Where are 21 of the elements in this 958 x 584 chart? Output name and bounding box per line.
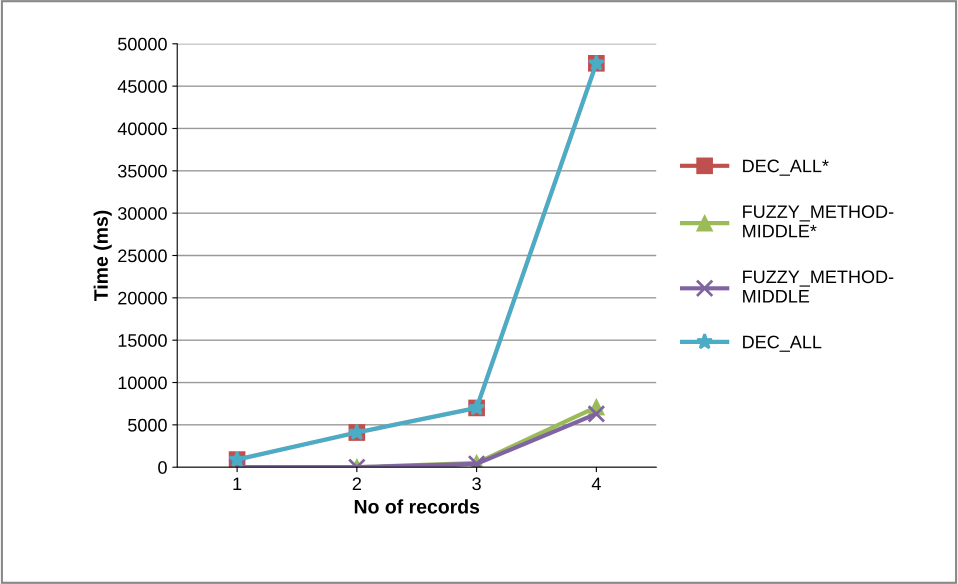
y-tick-label: 35000 [118,164,167,178]
x-axis-title: No of records [354,499,480,514]
y-tick-label: 15000 [118,334,167,347]
legend-label: DEC_ALL* [743,160,829,176]
y-tick-label: 50000 [118,38,167,51]
x-tick-label: 1 [233,478,242,490]
y-tick-label: 25000 [118,249,167,262]
x-tick-label: 2 [352,477,361,490]
legend-label: DEC_ALL [743,336,822,352]
y-tick-label: 30000 [118,207,167,220]
y-tick-label: 10000 [118,376,167,390]
x-tick-label: 3 [472,477,481,490]
y-axis-title: Time (ms) [94,210,112,302]
y-tick-label: 45000 [118,80,167,93]
y-tick-label: 5000 [128,418,167,432]
legend-label: FUZZY_METHOD-MIDDLE* [743,205,894,238]
y-tick-label: 40000 [118,122,167,136]
legend-label: FUZZY_METHOD-MIDDLE [743,270,894,302]
y-tick-label: 0 [158,461,167,474]
x-tick-label: 4 [592,478,601,490]
y-tick-label: 20000 [118,292,167,305]
